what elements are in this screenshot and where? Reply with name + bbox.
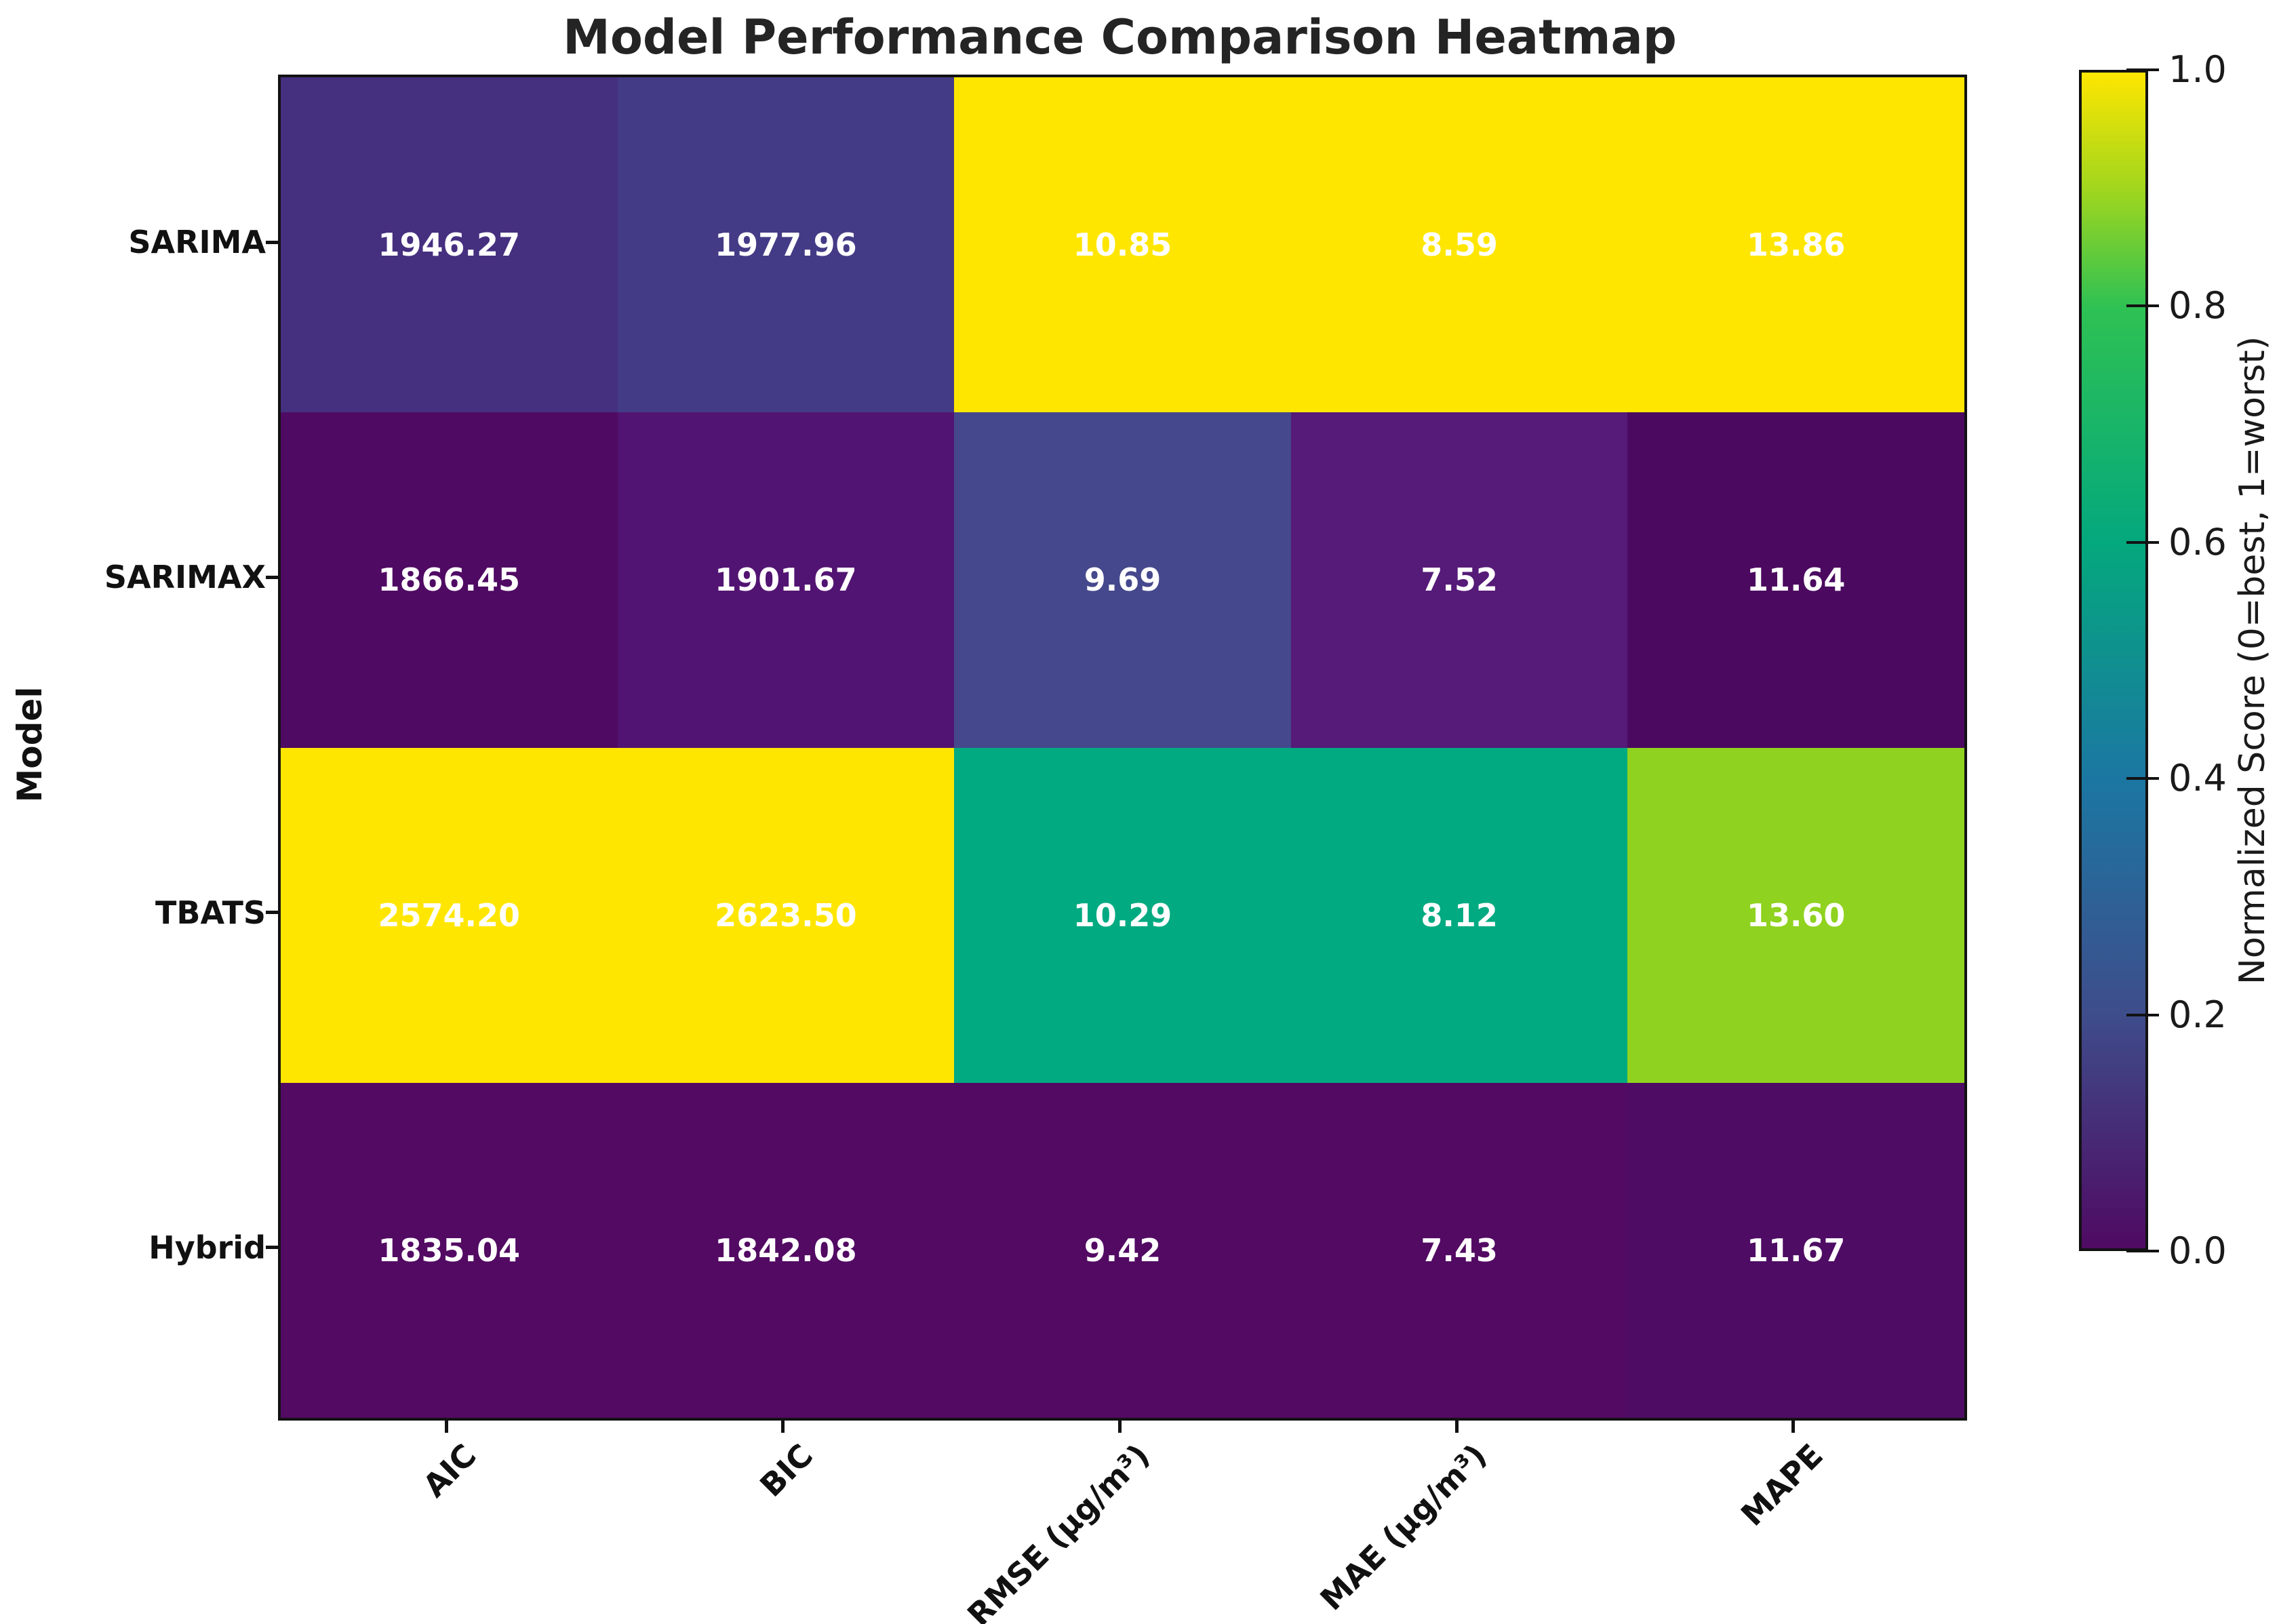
heatmap-cell-SARIMA-AIC: 1946.27	[281, 77, 618, 413]
x-tick-mark	[781, 1418, 785, 1433]
heatmap-cell-Hybrid-RMSE (μg/m³): 9.42	[954, 1082, 1291, 1418]
heatmap-cell-Hybrid-MAPE: 11.67	[1627, 1082, 1964, 1418]
colorbar-tick-mark	[2126, 304, 2159, 308]
y-tick-label-Hybrid: Hybrid	[148, 1229, 266, 1266]
colorbar-tick-mark	[2126, 1013, 2159, 1016]
heatmap-cell-Hybrid-BIC: 1842.08	[617, 1082, 955, 1418]
heatmap-cell-Hybrid-AIC: 1835.04	[281, 1082, 618, 1418]
heatmap-cell-Hybrid-MAE (μg/m³): 7.43	[1290, 1082, 1628, 1418]
colorbar-tick-label-0.6: 0.6	[2168, 520, 2227, 563]
x-tick-label-MAPE: MAPE	[1734, 1437, 1830, 1533]
heatmap-cell-SARIMAX-AIC: 1866.45	[281, 412, 618, 748]
heatmap-cell-SARIMAX-MAPE: 11.64	[1627, 412, 1964, 748]
heatmap-cell-SARIMA-MAPE: 13.86	[1627, 77, 1964, 413]
heatmap-plot-area: 1946.27 1977.96 10.85 8.59 13.86 1866.45 1901.…	[278, 75, 1967, 1421]
heatmap-cell-TBATS-BIC: 2623.50	[617, 747, 955, 1083]
colorbar-tick-label-0.4: 0.4	[2168, 757, 2227, 800]
y-tick-label-SARIMA: SARIMA	[128, 224, 266, 261]
heatmap-cell-TBATS-MAE (μg/m³): 8.12	[1290, 747, 1628, 1083]
colorbar-axis-label: Normalized Score (0=best, 1=worst)	[2232, 336, 2273, 985]
heatmap-cell-SARIMA-BIC: 1977.96	[617, 77, 955, 413]
heatmap-cell-SARIMAX-RMSE (μg/m³): 9.69	[954, 412, 1291, 748]
heatmap-cell-SARIMA-MAE (μg/m³): 8.59	[1290, 77, 1628, 413]
colorbar-tick-mark	[2126, 1250, 2159, 1252]
colorbar-tick-mark	[2126, 68, 2159, 71]
y-axis-label: Model	[10, 686, 49, 803]
heatmap-grid: 1946.27 1977.96 10.85 8.59 13.86 1866.45 1901.…	[281, 77, 1964, 1418]
x-tick-mark	[1454, 1418, 1459, 1433]
colorbar	[2079, 70, 2148, 1251]
x-tick-mark	[444, 1418, 448, 1433]
colorbar-tick-label-1.0: 1.0	[2168, 48, 2227, 91]
y-tick-mark	[266, 575, 278, 579]
heatmap-cell-SARIMA-RMSE (μg/m³): 10.85	[954, 77, 1291, 413]
x-tick-label-RMSE (μg/m³): RMSE (μg/m³)	[960, 1437, 1157, 1624]
y-tick-mark	[266, 240, 278, 244]
heatmap-cell-TBATS-RMSE (μg/m³): 10.29	[954, 747, 1291, 1083]
x-tick-label-BIC: BIC	[753, 1437, 820, 1504]
x-tick-label-AIC: AIC	[416, 1437, 483, 1505]
heatmap-cell-SARIMAX-MAE (μg/m³): 7.52	[1290, 412, 1628, 748]
y-tick-mark	[266, 911, 278, 915]
colorbar-tick-label-0.2: 0.2	[2168, 993, 2227, 1036]
colorbar-tick-label-0.8: 0.8	[2168, 284, 2227, 328]
colorbar-tick-mark	[2126, 777, 2159, 780]
heatmap-cell-TBATS-MAPE: 13.60	[1627, 747, 1964, 1083]
heatmap-cell-SARIMAX-BIC: 1901.67	[617, 412, 955, 748]
chart-title: Model Performance Comparison Heatmap	[563, 9, 1677, 65]
y-tick-label-SARIMAX: SARIMAX	[104, 559, 266, 596]
x-tick-mark	[1118, 1418, 1122, 1433]
y-tick-mark	[266, 1246, 278, 1250]
x-tick-label-MAE (μg/m³): MAE (μg/m³)	[1313, 1437, 1494, 1618]
y-tick-label-TBATS: TBATS	[155, 894, 266, 931]
x-tick-mark	[1791, 1418, 1796, 1433]
colorbar-tick-label-0.0: 0.0	[2168, 1229, 2227, 1272]
colorbar-tick-mark	[2126, 540, 2159, 544]
heatmap-cell-TBATS-AIC: 2574.20	[281, 747, 618, 1083]
